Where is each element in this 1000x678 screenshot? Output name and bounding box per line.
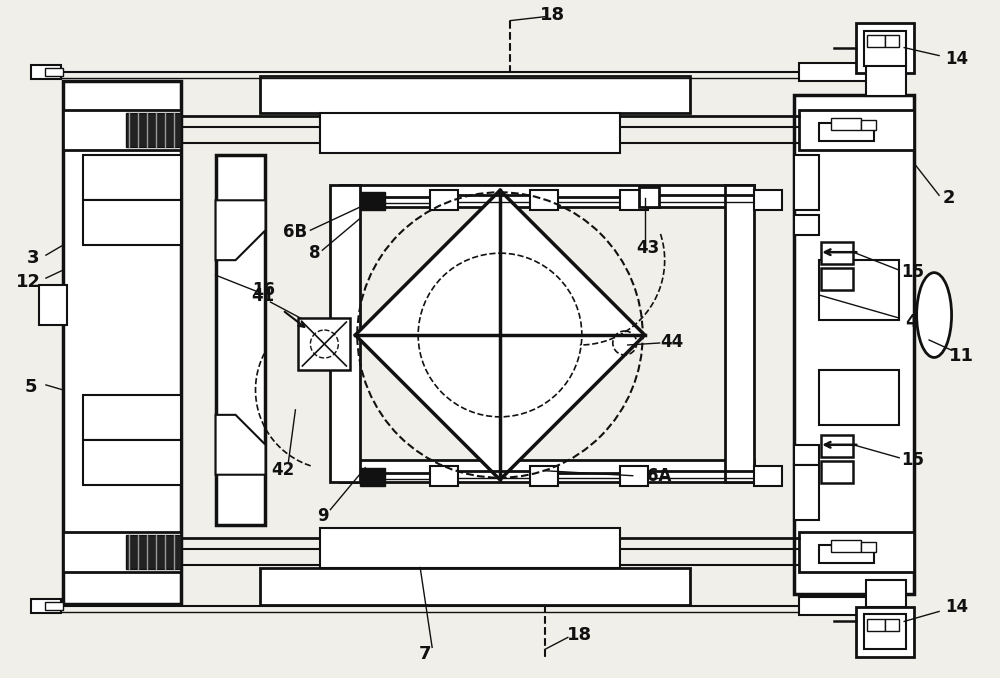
Bar xyxy=(126,534,181,569)
Text: 18: 18 xyxy=(567,626,592,644)
Text: 4: 4 xyxy=(905,313,917,331)
Text: 14: 14 xyxy=(945,599,969,616)
Bar xyxy=(864,614,906,650)
Ellipse shape xyxy=(917,273,952,357)
Bar xyxy=(861,542,876,552)
Bar xyxy=(260,75,690,113)
Bar xyxy=(31,599,61,614)
Bar xyxy=(63,532,181,572)
Bar xyxy=(864,31,906,66)
Bar xyxy=(725,185,754,481)
Bar xyxy=(530,466,558,485)
Bar xyxy=(39,285,67,325)
Bar xyxy=(63,111,181,151)
Bar xyxy=(639,187,659,207)
Bar xyxy=(298,318,350,370)
Bar xyxy=(866,580,906,607)
Bar xyxy=(620,191,648,210)
Bar xyxy=(821,268,853,290)
Bar xyxy=(794,155,819,210)
Text: 15: 15 xyxy=(902,263,925,281)
Bar xyxy=(216,155,265,525)
Bar xyxy=(260,567,690,605)
Text: 43: 43 xyxy=(636,239,659,257)
Text: 14: 14 xyxy=(945,49,969,68)
Bar xyxy=(83,395,181,440)
Text: 3: 3 xyxy=(27,250,39,267)
Bar xyxy=(430,191,458,210)
Bar xyxy=(83,440,181,485)
Bar xyxy=(754,466,782,485)
Bar xyxy=(430,466,458,485)
Bar xyxy=(754,191,782,210)
Text: 18: 18 xyxy=(540,5,565,24)
Bar xyxy=(799,597,869,616)
Text: 16: 16 xyxy=(252,281,275,299)
Bar xyxy=(620,466,648,485)
Bar xyxy=(799,111,914,151)
Bar xyxy=(45,68,63,75)
Bar xyxy=(821,435,853,457)
Text: 15: 15 xyxy=(902,451,925,468)
Bar xyxy=(330,185,360,481)
Bar xyxy=(866,58,906,96)
Bar xyxy=(83,200,181,245)
Bar xyxy=(819,370,899,425)
Bar xyxy=(530,191,558,210)
Polygon shape xyxy=(355,191,645,480)
Bar xyxy=(819,123,874,142)
Bar xyxy=(856,22,914,73)
Text: 8: 8 xyxy=(309,244,320,262)
Bar xyxy=(340,460,754,481)
Bar xyxy=(320,113,620,153)
Text: 42: 42 xyxy=(271,461,294,479)
Bar xyxy=(794,215,819,235)
Bar xyxy=(63,81,181,605)
Bar xyxy=(819,260,899,320)
Text: 44: 44 xyxy=(660,333,683,351)
Bar xyxy=(794,464,819,519)
Text: 12: 12 xyxy=(15,273,40,291)
Polygon shape xyxy=(216,200,265,260)
Bar xyxy=(794,96,914,595)
Bar xyxy=(861,121,876,130)
Bar xyxy=(360,468,385,485)
Text: 5: 5 xyxy=(25,378,37,396)
Text: 6A: 6A xyxy=(647,466,672,485)
Bar xyxy=(126,113,181,147)
Bar xyxy=(45,603,63,610)
Text: 41: 41 xyxy=(251,287,274,305)
Bar xyxy=(821,242,853,264)
Bar xyxy=(320,527,620,567)
Polygon shape xyxy=(216,415,265,475)
Text: 7: 7 xyxy=(419,645,431,663)
Bar xyxy=(360,193,385,210)
Bar xyxy=(821,461,853,483)
Bar xyxy=(31,64,61,79)
Bar xyxy=(831,540,861,552)
Text: 9: 9 xyxy=(318,506,329,525)
Bar xyxy=(831,119,861,130)
Bar xyxy=(885,620,899,631)
Bar xyxy=(799,62,869,81)
Bar xyxy=(867,35,885,47)
Text: 6B: 6B xyxy=(283,223,307,241)
Bar xyxy=(867,620,885,631)
Bar xyxy=(799,532,914,572)
Text: 2: 2 xyxy=(943,189,955,207)
Bar xyxy=(885,35,899,47)
Bar xyxy=(819,544,874,563)
Bar xyxy=(794,445,819,464)
Bar xyxy=(340,185,754,207)
Bar xyxy=(856,607,914,658)
Bar xyxy=(83,155,181,200)
Text: 11: 11 xyxy=(949,347,974,365)
